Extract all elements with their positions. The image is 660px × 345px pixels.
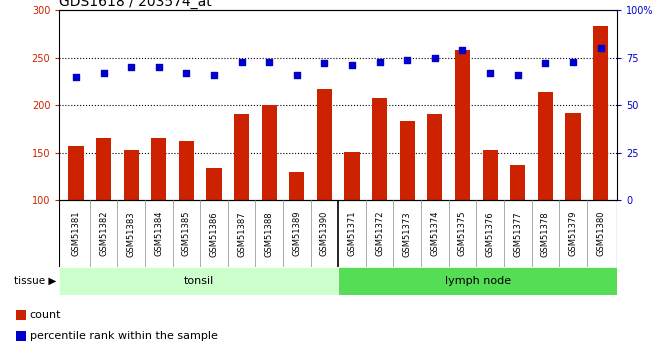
Text: GDS1618 / 203574_at: GDS1618 / 203574_at bbox=[59, 0, 212, 9]
Point bbox=[154, 65, 164, 70]
Bar bbox=[538, 92, 553, 200]
Bar bbox=[510, 165, 525, 200]
Bar bbox=[16, 331, 26, 341]
Point bbox=[540, 61, 550, 66]
Point bbox=[236, 59, 247, 64]
Text: tissue ▶: tissue ▶ bbox=[14, 276, 56, 286]
Text: GSM51386: GSM51386 bbox=[209, 211, 218, 257]
Text: GSM51373: GSM51373 bbox=[403, 211, 412, 257]
Bar bbox=[593, 27, 608, 200]
Point bbox=[595, 46, 606, 51]
Text: GSM51377: GSM51377 bbox=[513, 211, 522, 257]
Text: GSM51387: GSM51387 bbox=[237, 211, 246, 257]
Bar bbox=[16, 310, 26, 320]
Bar bbox=[338, 267, 617, 295]
Bar bbox=[261, 105, 277, 200]
Point bbox=[402, 57, 412, 62]
Bar bbox=[59, 267, 338, 295]
Bar bbox=[207, 168, 222, 200]
Point bbox=[512, 72, 523, 78]
Point bbox=[346, 63, 357, 68]
Point bbox=[568, 59, 578, 64]
Bar bbox=[400, 121, 415, 200]
Text: GSM51376: GSM51376 bbox=[486, 211, 494, 257]
Point bbox=[71, 74, 81, 80]
Bar bbox=[345, 152, 360, 200]
Text: GSM51385: GSM51385 bbox=[182, 211, 191, 256]
Point bbox=[457, 47, 468, 53]
Bar bbox=[179, 141, 194, 200]
Text: GSM51388: GSM51388 bbox=[265, 211, 274, 257]
Bar bbox=[566, 113, 581, 200]
Bar bbox=[69, 146, 84, 200]
Point bbox=[209, 72, 219, 78]
Text: GSM51383: GSM51383 bbox=[127, 211, 136, 257]
Bar bbox=[234, 114, 249, 200]
Bar bbox=[455, 50, 470, 200]
Bar bbox=[123, 150, 139, 200]
Point bbox=[374, 59, 385, 64]
Point bbox=[485, 70, 496, 76]
Text: GSM51381: GSM51381 bbox=[71, 211, 81, 256]
Text: GSM51384: GSM51384 bbox=[154, 211, 163, 256]
Point bbox=[430, 55, 440, 61]
Text: GSM51378: GSM51378 bbox=[541, 211, 550, 257]
Text: GSM51382: GSM51382 bbox=[99, 211, 108, 256]
Text: GSM51374: GSM51374 bbox=[430, 211, 440, 256]
Text: GSM51371: GSM51371 bbox=[348, 211, 356, 256]
Bar bbox=[96, 138, 111, 200]
Bar bbox=[317, 89, 332, 200]
Text: count: count bbox=[30, 310, 61, 321]
Point bbox=[98, 70, 109, 76]
Point bbox=[181, 70, 191, 76]
Bar bbox=[289, 171, 304, 200]
Text: GSM51380: GSM51380 bbox=[596, 211, 605, 256]
Text: percentile rank within the sample: percentile rank within the sample bbox=[30, 331, 218, 341]
Bar bbox=[482, 150, 498, 200]
Text: GSM51390: GSM51390 bbox=[320, 211, 329, 256]
Bar bbox=[372, 98, 387, 200]
Point bbox=[126, 65, 137, 70]
Bar bbox=[427, 114, 442, 200]
Text: GSM51379: GSM51379 bbox=[568, 211, 578, 256]
Text: GSM51389: GSM51389 bbox=[292, 211, 302, 256]
Point bbox=[319, 61, 330, 66]
Point bbox=[292, 72, 302, 78]
Text: GSM51372: GSM51372 bbox=[375, 211, 384, 256]
Text: tonsil: tonsil bbox=[183, 276, 214, 286]
Point bbox=[264, 59, 275, 64]
Bar bbox=[151, 138, 166, 200]
Text: lymph node: lymph node bbox=[445, 276, 511, 286]
Text: GSM51375: GSM51375 bbox=[458, 211, 467, 256]
